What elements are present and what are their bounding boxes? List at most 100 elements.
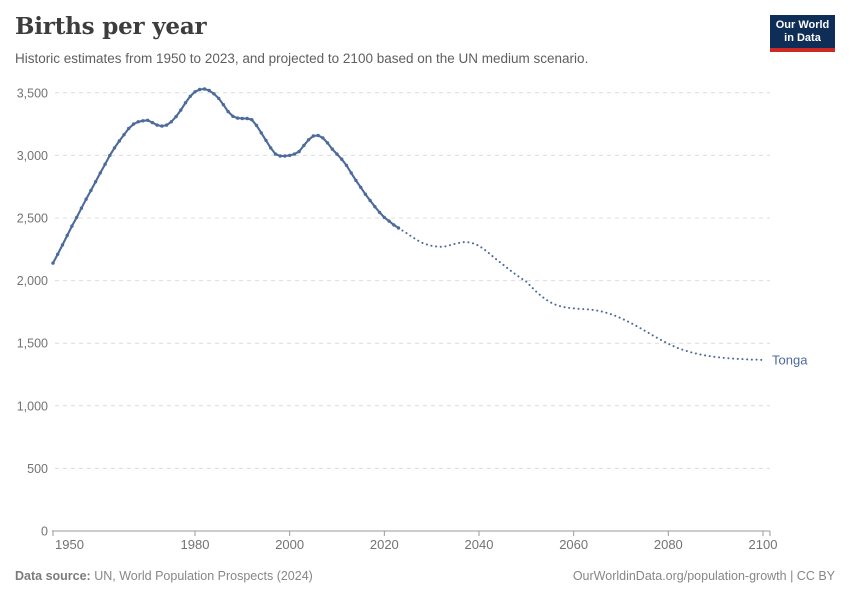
data-point-marker <box>122 133 126 137</box>
data-point-marker <box>382 215 386 220</box>
data-point-marker <box>278 154 282 158</box>
data-point-marker <box>217 96 221 101</box>
entity-label: Tonga <box>772 352 808 367</box>
y-tick-label: 1,000 <box>17 399 48 413</box>
data-point-marker <box>174 114 178 119</box>
data-point-marker <box>198 87 202 92</box>
x-tick-label: 2060 <box>559 537 588 552</box>
data-point-marker <box>363 192 368 196</box>
data-point-marker <box>292 152 297 156</box>
data-point-marker <box>368 198 372 203</box>
data-point-marker <box>235 116 240 120</box>
data-point-marker <box>250 118 254 122</box>
data-point-marker <box>392 223 396 227</box>
x-tick-label: 1950 <box>55 537 84 552</box>
projected-line <box>397 227 764 361</box>
data-point-marker <box>330 147 334 151</box>
data-point-marker <box>240 116 244 121</box>
data-point-marker <box>202 87 207 91</box>
data-point-marker <box>231 114 235 119</box>
data-point-marker <box>325 141 330 145</box>
historic-line <box>52 87 400 264</box>
data-point-marker <box>344 163 349 168</box>
data-point-marker <box>112 146 117 150</box>
data-point-marker <box>155 123 159 127</box>
owid-logo-line1: Our World <box>775 18 830 31</box>
data-point-marker <box>89 188 93 193</box>
data-point-marker <box>141 119 145 123</box>
data-point-marker <box>377 210 382 215</box>
data-point-marker <box>259 131 263 135</box>
y-tick-label: 3,500 <box>17 86 48 100</box>
data-point-marker <box>146 118 150 123</box>
data-point-marker <box>311 134 315 138</box>
data-point-marker <box>98 171 103 175</box>
data-point-marker <box>136 120 140 124</box>
y-tick-label: 500 <box>27 462 48 476</box>
data-point-marker <box>183 101 188 105</box>
data-point-marker <box>354 178 358 183</box>
data-point-marker <box>359 185 363 189</box>
data-point-marker <box>288 153 292 158</box>
page-title: Births per year <box>15 13 207 40</box>
y-tick-label: 1,500 <box>17 337 48 351</box>
data-point-marker <box>335 152 339 156</box>
data-point-marker <box>65 233 69 238</box>
data-point-marker <box>306 138 311 142</box>
data-point-marker <box>221 103 226 107</box>
data-point-marker <box>79 206 84 210</box>
data-point-marker <box>179 108 183 112</box>
data-point-marker <box>188 94 192 99</box>
data-point-marker <box>316 133 320 138</box>
y-tick-label: 3,000 <box>17 149 48 163</box>
data-point-marker <box>245 116 249 121</box>
data-point-marker <box>117 139 122 143</box>
x-tick-label: 1980 <box>181 537 210 552</box>
data-point-marker <box>226 109 230 114</box>
data-point-marker <box>131 122 136 126</box>
data-point-marker <box>103 162 107 166</box>
data-point-marker <box>108 153 112 158</box>
data-point-marker <box>75 215 79 220</box>
data-point-marker <box>84 197 88 201</box>
data-point-marker <box>127 126 131 131</box>
data-point-marker <box>373 205 377 209</box>
credit-link: OurWorldinData.org/population-growth | C… <box>572 569 835 583</box>
data-point-marker <box>297 149 301 154</box>
data-point-marker <box>269 146 273 150</box>
data-point-marker <box>340 157 344 161</box>
chart-footer: Data source: UN, World Population Prospe… <box>15 568 835 584</box>
y-tick-label: 2,000 <box>17 274 48 288</box>
data-point-marker <box>150 120 155 125</box>
data-source-text: UN, World Population Prospects (2024) <box>90 569 313 583</box>
data-point-marker <box>254 123 259 128</box>
data-point-marker <box>264 138 268 143</box>
data-point-marker <box>70 224 74 228</box>
x-tick-label: 2080 <box>654 537 683 552</box>
data-point-marker <box>193 90 197 94</box>
data-source-label: Data source: <box>15 569 91 583</box>
data-point-marker <box>321 136 325 140</box>
data-point-marker <box>283 154 287 158</box>
owid-logo-line2: in Data <box>784 31 821 44</box>
data-point-marker <box>169 120 173 124</box>
data-point-marker <box>160 124 164 128</box>
data-point-marker <box>51 261 55 265</box>
owid-logo: Our World in Data <box>770 15 835 52</box>
x-tick-label: 2100 <box>749 537 778 552</box>
data-point-marker <box>56 252 60 256</box>
y-tick-label: 0 <box>41 525 48 539</box>
x-tick-label: 2020 <box>370 537 399 552</box>
data-source-note: Data source: UN, World Population Prospe… <box>15 568 313 584</box>
data-point-marker <box>60 243 65 247</box>
y-tick-label: 2,500 <box>17 212 48 226</box>
x-tick-label: 2040 <box>465 537 494 552</box>
data-point-marker <box>212 92 216 96</box>
data-point-marker <box>164 123 169 127</box>
data-point-marker <box>387 219 391 223</box>
x-tick-label: 2000 <box>275 537 304 552</box>
data-point-marker <box>93 180 98 184</box>
chart-subtitle: Historic estimates from 1950 to 2023, an… <box>15 51 589 66</box>
